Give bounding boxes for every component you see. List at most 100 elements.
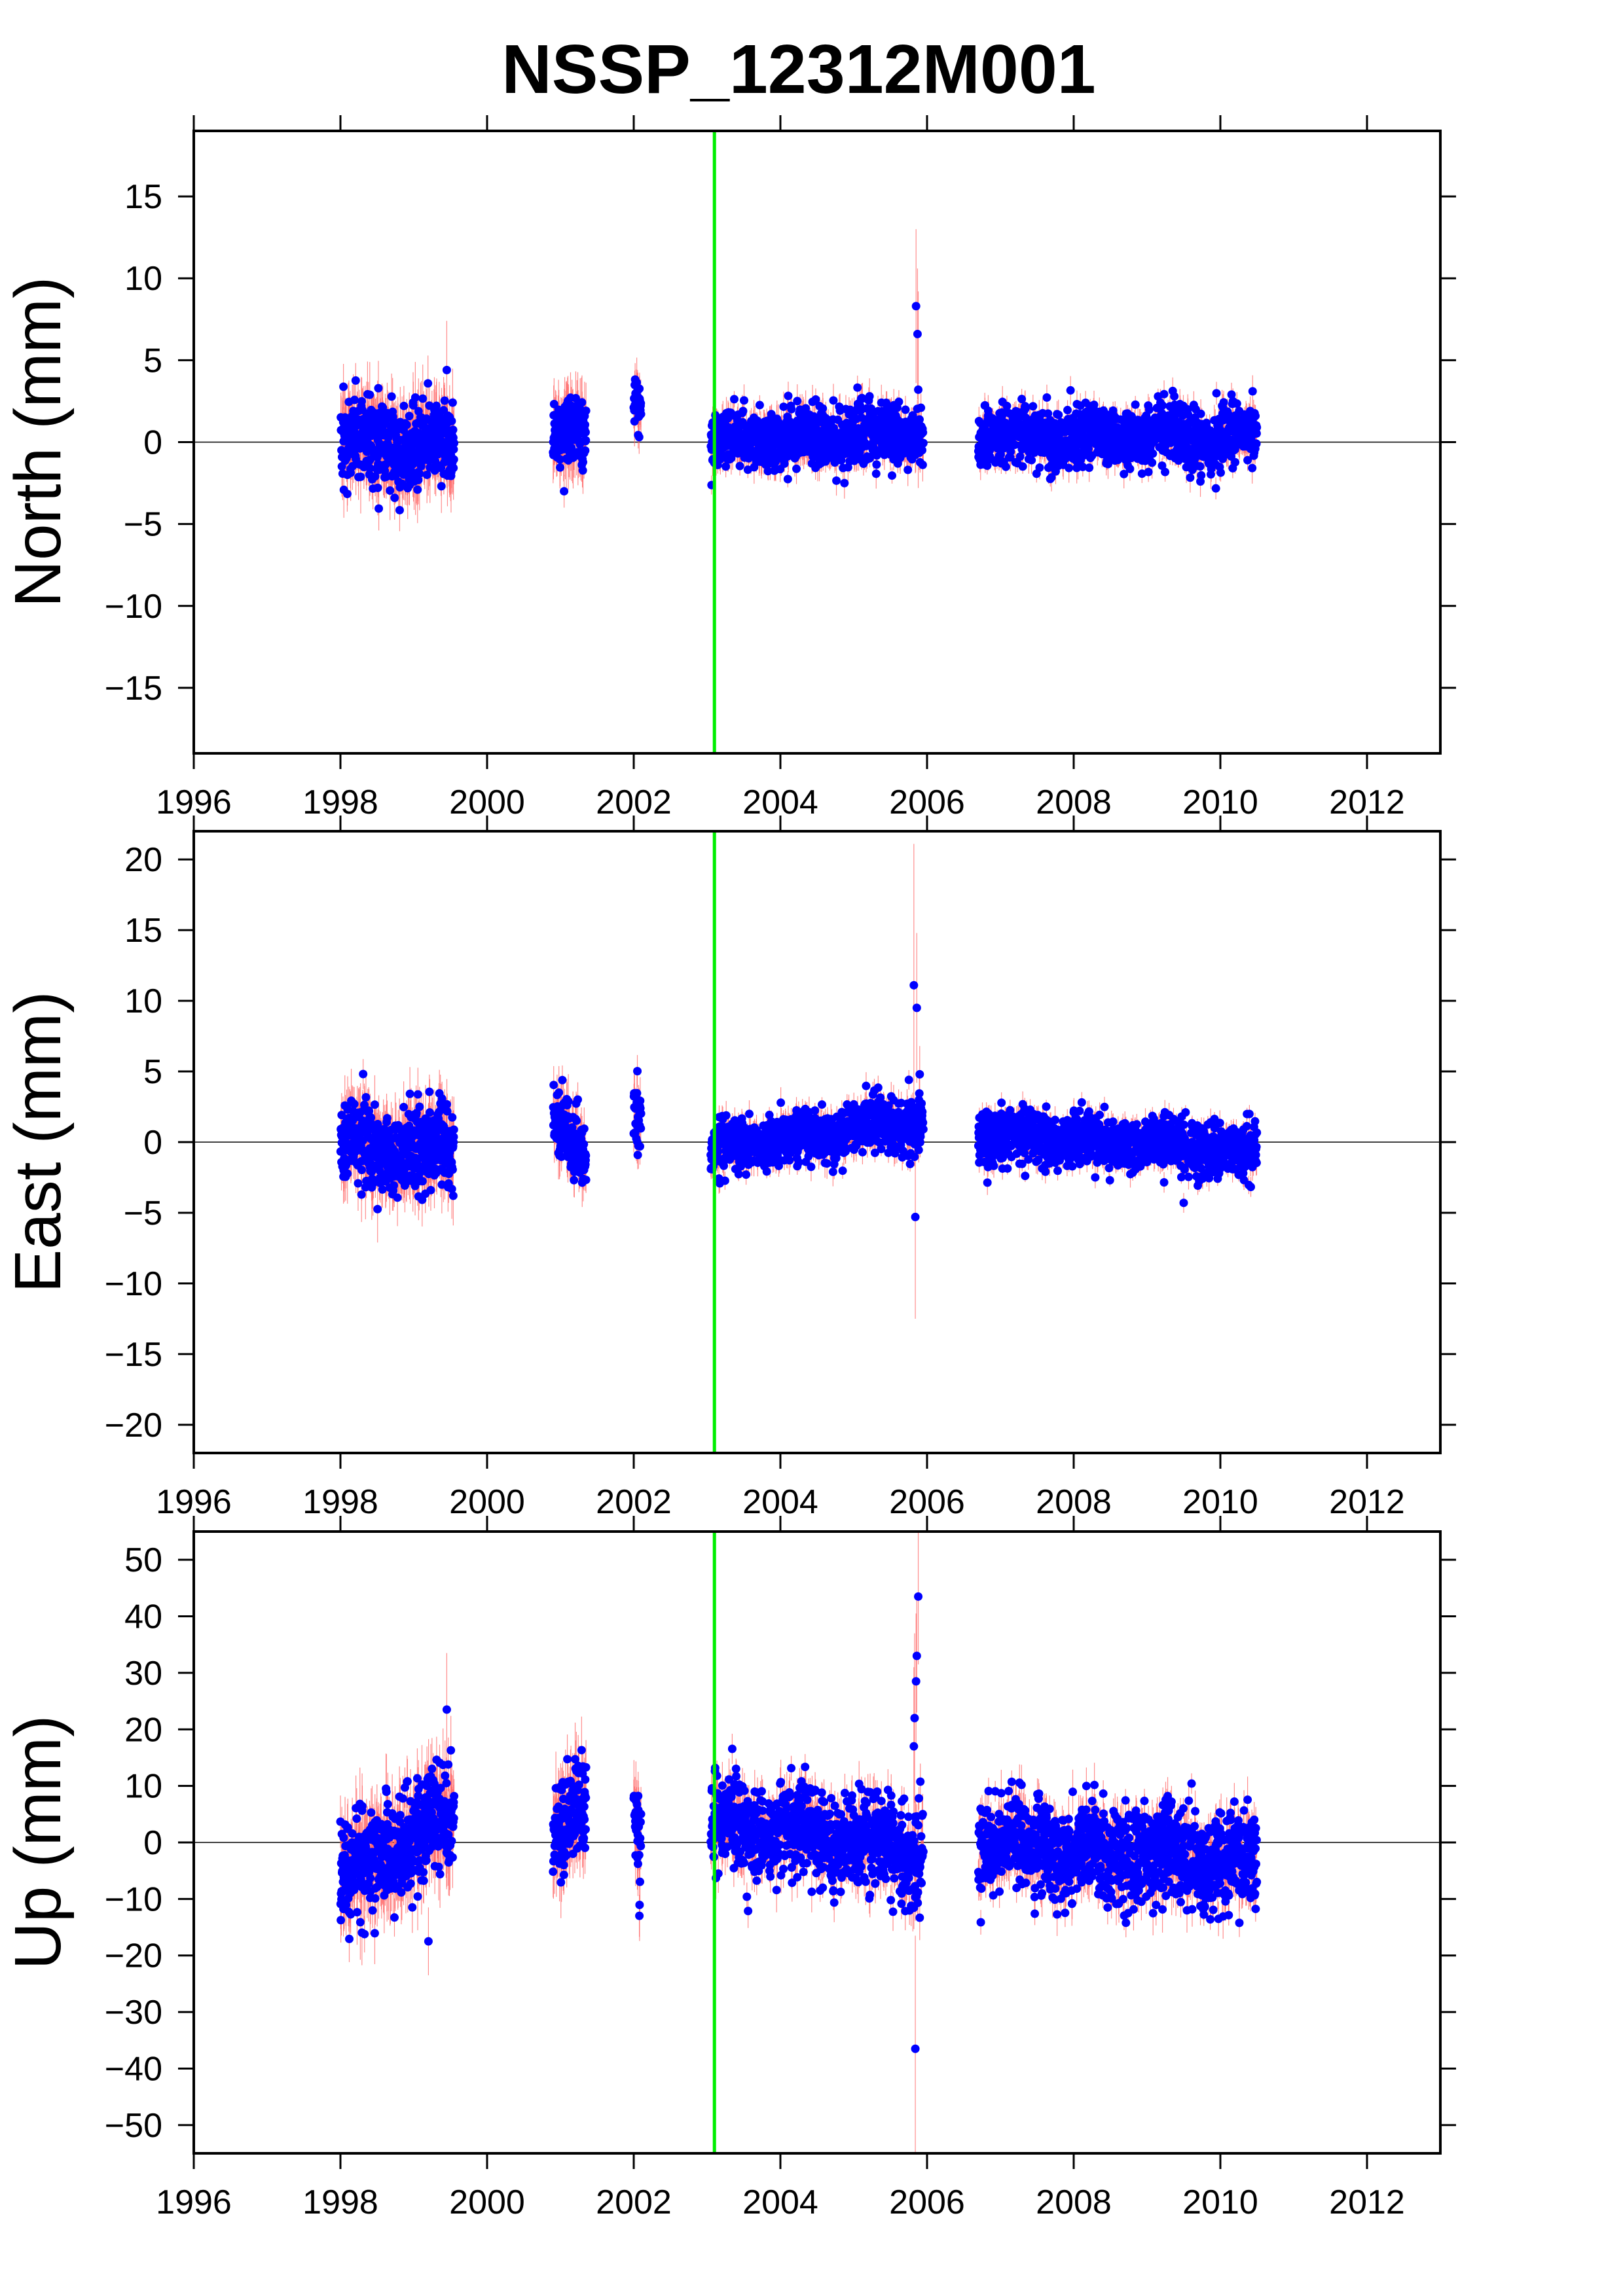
data-point	[356, 473, 365, 482]
data-point	[636, 399, 646, 408]
data-point	[721, 462, 731, 471]
data-point	[432, 401, 441, 410]
data-point	[449, 445, 458, 454]
data-point	[578, 457, 587, 467]
data-point	[635, 384, 644, 393]
data-point	[1018, 462, 1027, 471]
data-point	[556, 463, 565, 472]
data-point	[447, 416, 456, 425]
data-point	[818, 404, 828, 413]
data-point	[853, 383, 862, 392]
data-point	[1084, 444, 1093, 454]
data-point	[1054, 410, 1063, 420]
data-point	[1035, 463, 1044, 473]
data-point	[416, 461, 426, 471]
data-point	[578, 466, 587, 475]
data-point	[1021, 404, 1030, 413]
data-point	[837, 456, 846, 465]
data-point	[374, 384, 383, 393]
data-point	[346, 468, 356, 477]
data-point	[386, 486, 395, 495]
data-point	[917, 446, 926, 455]
data-point	[440, 396, 449, 405]
data-point	[422, 470, 431, 479]
data-point	[763, 467, 773, 476]
data-point	[1065, 463, 1074, 473]
panels: 1996 1998 2000 2002 2004 2006 2008 2010 2012−15−…	[1, 115, 1456, 2221]
data-point	[581, 427, 590, 437]
data-point	[918, 460, 927, 469]
data-point	[374, 504, 384, 513]
data-point	[729, 395, 739, 404]
data-point	[1078, 462, 1087, 471]
data-point	[351, 376, 360, 385]
data-point	[811, 395, 820, 404]
data-point	[1085, 463, 1094, 473]
data-point	[915, 415, 924, 424]
data-point	[1002, 401, 1012, 410]
data-point	[390, 493, 399, 503]
plot-area-north	[194, 229, 1440, 531]
data-point	[413, 485, 422, 494]
data-point	[371, 472, 380, 481]
data-point	[783, 475, 792, 484]
data-point	[840, 478, 849, 488]
data-point	[1042, 393, 1051, 402]
data-point	[378, 403, 388, 412]
data-point	[1010, 440, 1019, 450]
data-point	[1103, 459, 1112, 469]
panel-north: 1996 1998 2000 2002 2004 2006 2008 2010 2012−15−…	[1, 115, 1456, 821]
data-point	[887, 471, 896, 480]
data-point	[871, 469, 881, 478]
data-point	[1029, 402, 1038, 411]
data-point	[636, 410, 646, 419]
data-point	[339, 382, 348, 391]
data-point	[917, 403, 926, 412]
data-point	[581, 406, 591, 416]
data-point	[1027, 456, 1036, 465]
data-point	[399, 401, 409, 410]
data-point	[405, 412, 414, 421]
data-point	[1089, 400, 1099, 409]
data-point	[1066, 386, 1075, 395]
data-point	[755, 401, 764, 410]
data-point	[395, 505, 404, 514]
data-point	[581, 420, 590, 429]
data-point	[387, 392, 396, 401]
data-point	[410, 393, 420, 402]
data-point	[739, 406, 748, 416]
data-point	[832, 476, 841, 485]
data-point	[865, 392, 874, 401]
data-point	[903, 465, 913, 475]
data-point	[735, 461, 744, 471]
data-point	[793, 397, 802, 406]
data-point	[448, 425, 458, 435]
data-point	[740, 396, 749, 405]
data-point	[577, 398, 587, 407]
data-point	[365, 390, 374, 399]
data-point	[414, 475, 423, 484]
data-point	[634, 433, 644, 442]
data-point	[830, 423, 839, 433]
data-point	[919, 428, 928, 437]
data-point	[1044, 409, 1053, 418]
data-point	[919, 439, 928, 448]
data-point	[365, 464, 374, 473]
data-point	[424, 379, 433, 388]
data-point	[784, 391, 793, 401]
data-point	[555, 455, 564, 464]
points-north	[337, 302, 1262, 514]
data-point	[373, 483, 382, 492]
data-point	[449, 463, 458, 473]
data-point	[872, 460, 881, 469]
data-point	[450, 439, 459, 448]
data-point	[829, 396, 838, 405]
data-point	[402, 420, 411, 429]
data-point	[787, 404, 796, 414]
data-point	[449, 455, 458, 464]
data-point	[908, 411, 917, 420]
chart-title: NSSP_12312M001	[501, 31, 1096, 108]
data-point	[1015, 452, 1025, 461]
data-point	[1047, 473, 1056, 482]
